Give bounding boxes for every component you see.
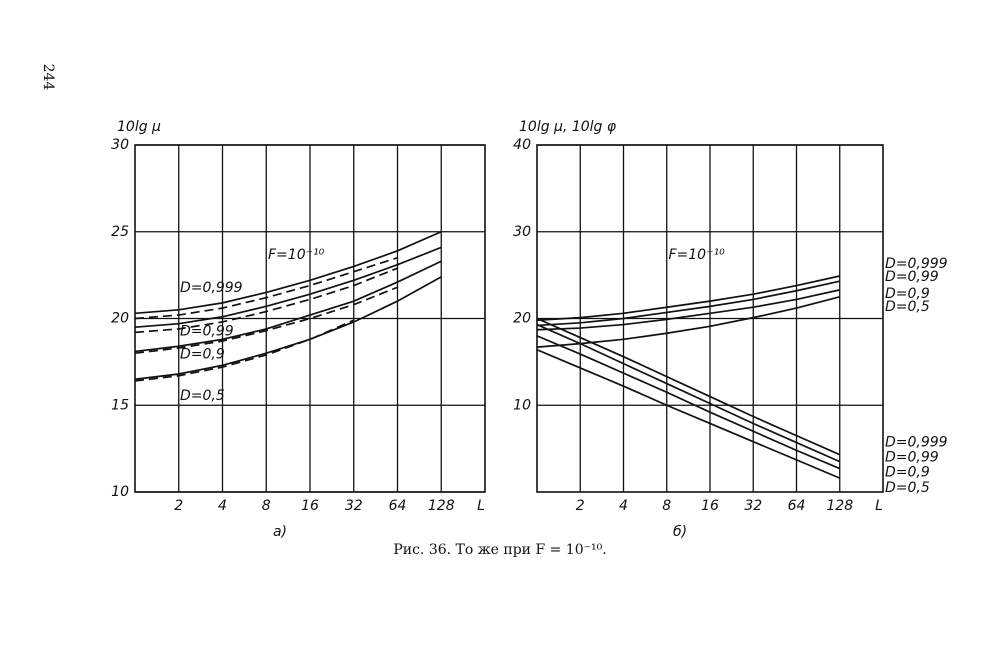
line <box>134 230 442 315</box>
y-axis-label: 10lg μ <box>117 119 161 135</box>
y-tick-label: 30 <box>513 224 531 240</box>
panel-label: а) <box>273 524 287 540</box>
x-tick-label: 4 <box>218 498 227 514</box>
x-tick-label: 16 <box>701 498 719 514</box>
page-number: 244 <box>40 64 56 91</box>
x-axis-label: L <box>477 498 485 514</box>
legend-label: D=0,5 <box>885 480 930 496</box>
x-tick-label: 64 <box>788 498 806 514</box>
line <box>134 267 398 334</box>
x-tick-label: 32 <box>744 498 762 514</box>
x-tick-label: 2 <box>576 498 585 514</box>
line <box>536 275 840 322</box>
legend-label: D=0,99 <box>180 324 234 340</box>
legend-label: D=0,999 <box>180 280 243 296</box>
legend-label: D=0,99 <box>885 269 939 285</box>
x-tick-label: 16 <box>301 498 319 514</box>
x-tick-label: 64 <box>389 498 407 514</box>
y-tick-label: 40 <box>513 137 531 153</box>
y-tick-label: 20 <box>111 311 129 327</box>
annotation: F=10⁻¹⁰ <box>268 247 325 263</box>
annotation: F=10⁻¹⁰ <box>668 247 725 263</box>
legend-label: D=0,9 <box>885 286 930 302</box>
caption: Рис. 36. То же при F = 10⁻¹⁰. <box>393 542 606 558</box>
y-axis-label: 10lg μ, 10lg φ <box>519 119 617 135</box>
legend-label: D=0,99 <box>885 450 939 466</box>
x-tick-label: 8 <box>662 498 671 514</box>
line <box>134 319 355 382</box>
line <box>134 260 442 353</box>
x-tick-label: 128 <box>826 498 853 514</box>
legend-label: D=0,5 <box>885 299 930 315</box>
y-tick-label: 15 <box>111 397 129 413</box>
legend-label: D=0,9 <box>885 465 930 481</box>
line <box>536 289 840 331</box>
panel-label: б) <box>673 524 687 540</box>
x-tick-label: 32 <box>345 498 363 514</box>
legend-label: D=0,9 <box>180 346 225 362</box>
line <box>134 246 442 329</box>
y-tick-label: 20 <box>513 311 531 327</box>
line <box>134 256 398 320</box>
line <box>536 280 840 327</box>
x-tick-label: 128 <box>428 498 455 514</box>
legend-label: D=0,999 <box>885 435 948 451</box>
line <box>536 323 841 463</box>
x-tick-label: 4 <box>619 498 628 514</box>
legend-label: D=0,999 <box>885 256 948 272</box>
y-tick-label: 25 <box>111 224 129 240</box>
line <box>134 286 398 355</box>
y-tick-label: 30 <box>111 137 129 153</box>
x-tick-label: 2 <box>174 498 183 514</box>
line <box>536 348 841 479</box>
legend-label: D=0,5 <box>180 388 225 404</box>
line <box>536 317 841 456</box>
x-tick-label: 8 <box>262 498 271 514</box>
line <box>536 335 841 470</box>
x-axis-label: L <box>875 498 883 514</box>
y-tick-label: 10 <box>111 484 129 500</box>
y-tick-label: 10 <box>513 397 531 413</box>
line <box>536 295 840 348</box>
